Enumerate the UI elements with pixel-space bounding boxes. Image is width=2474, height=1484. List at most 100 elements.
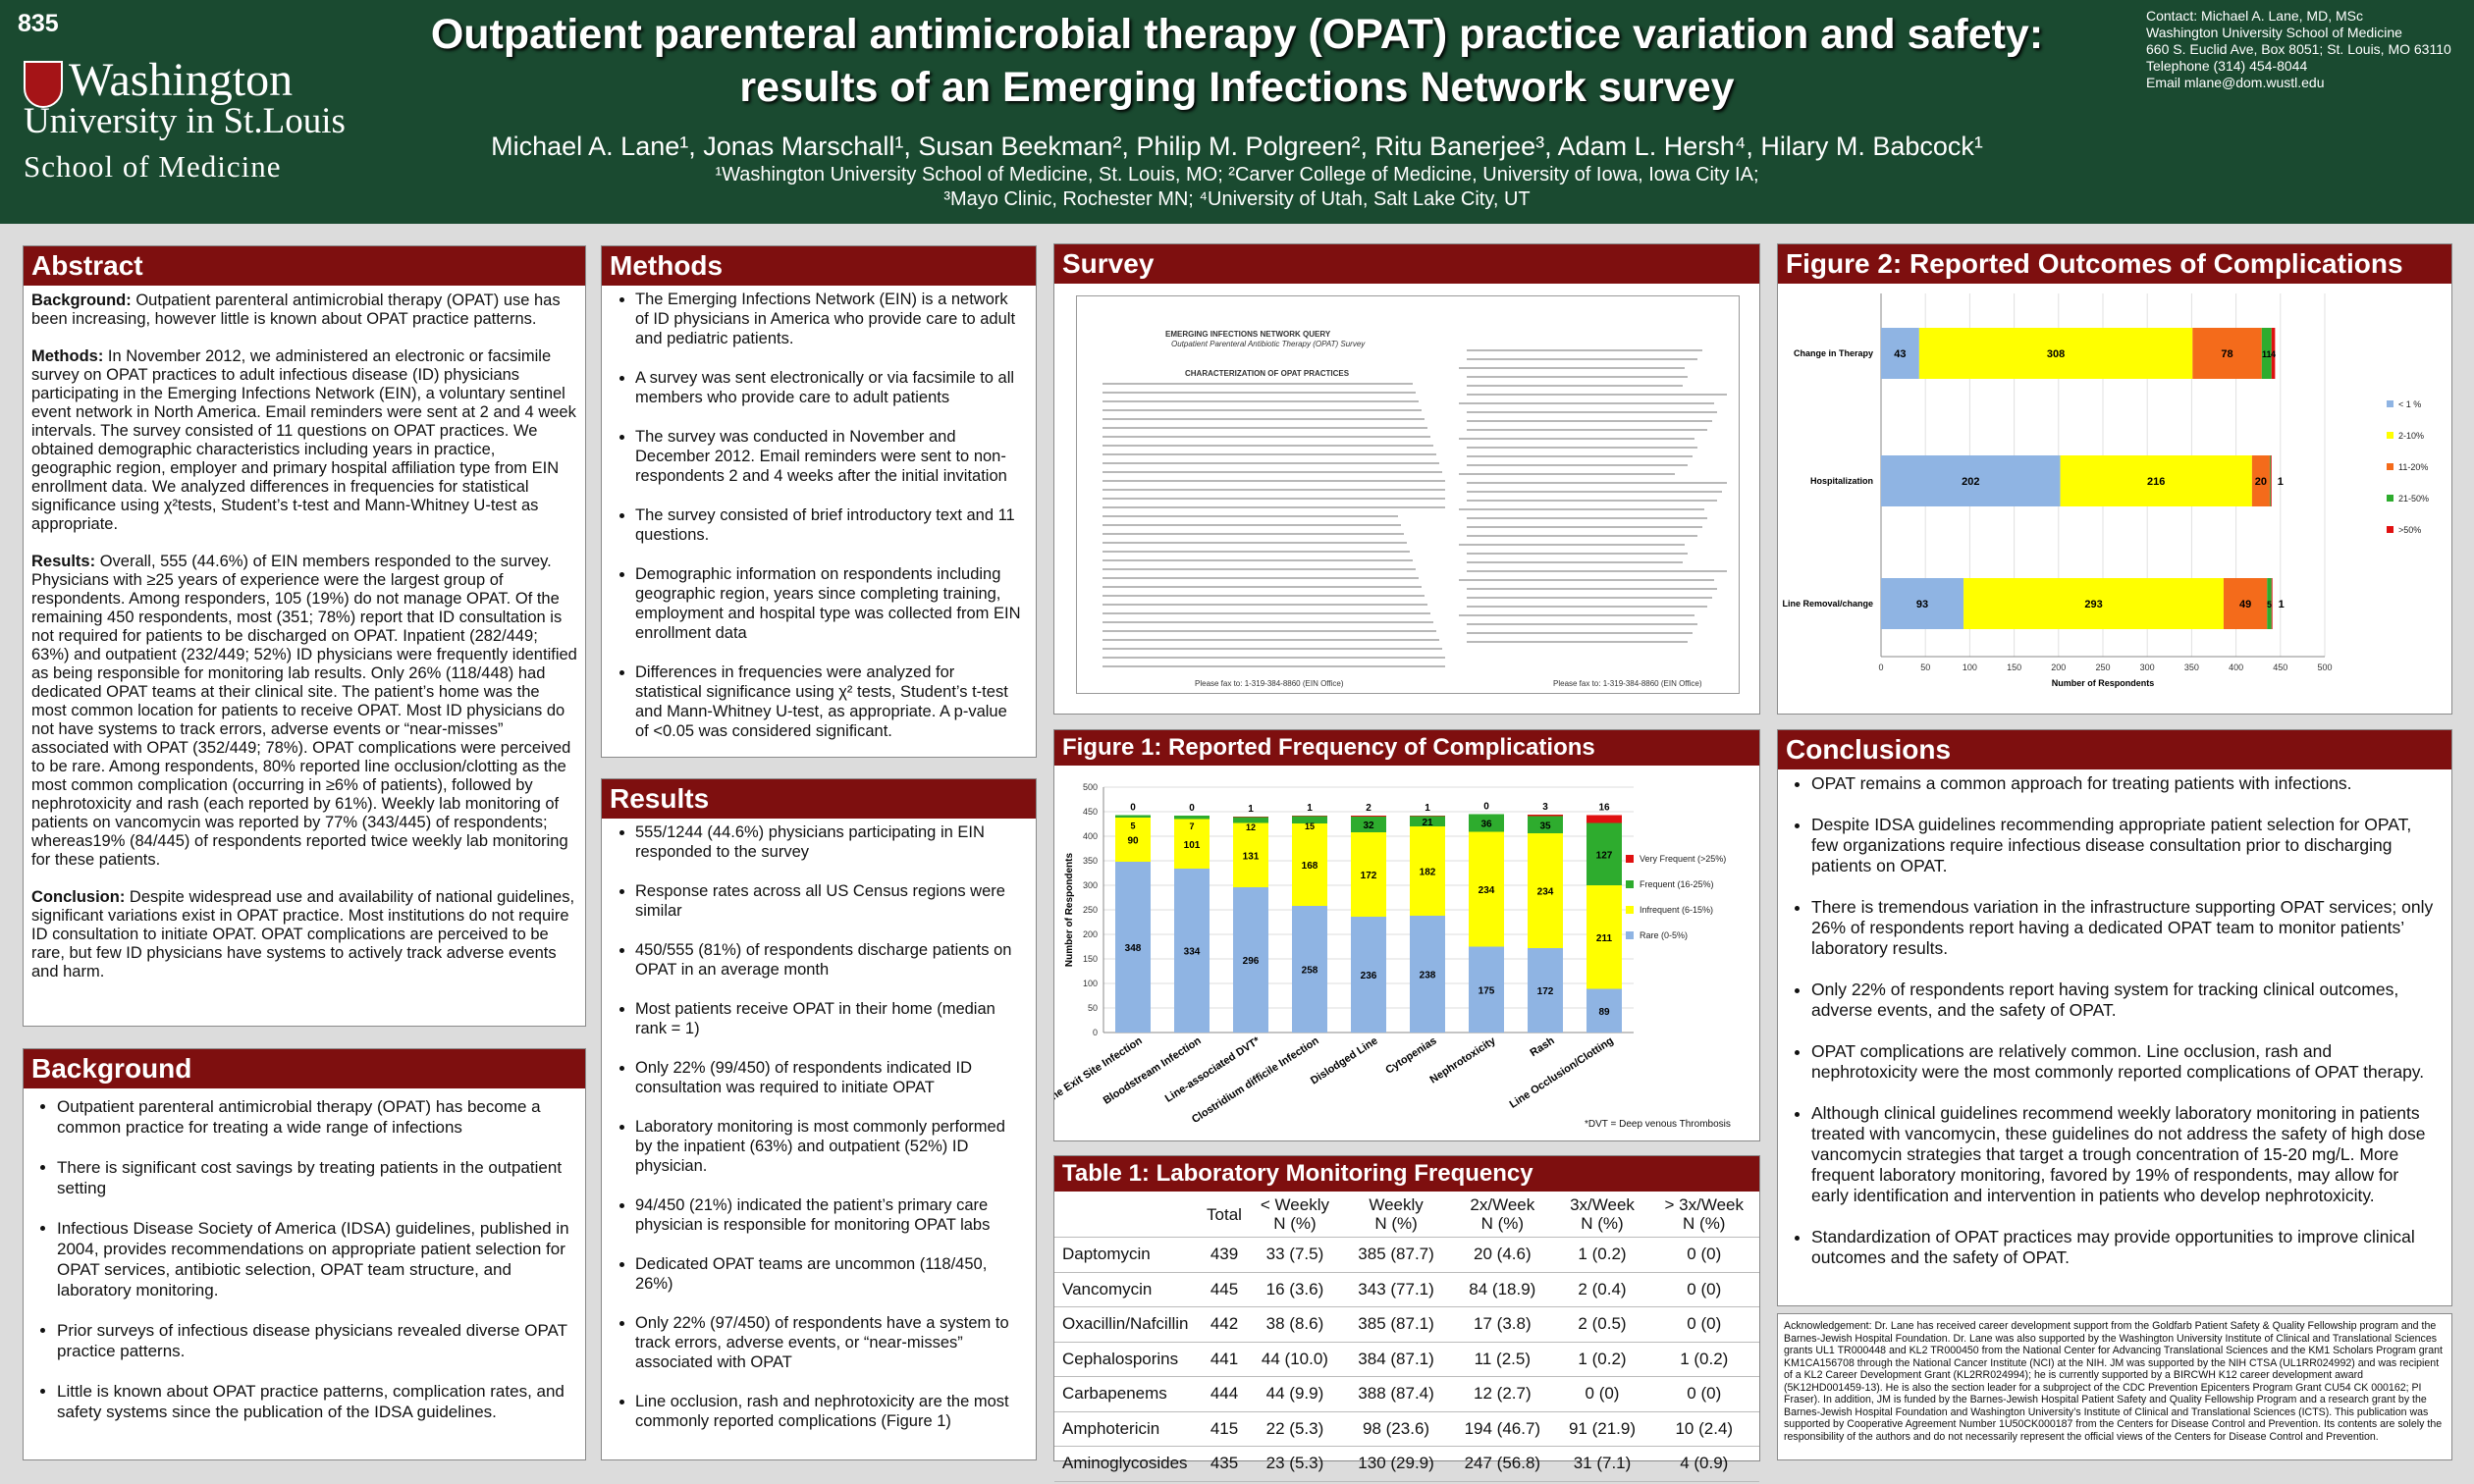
bar-segment [1410, 816, 1445, 817]
survey-line [1103, 533, 1404, 535]
x-tick-label: Bloodstream Infection [1102, 1034, 1204, 1106]
survey-line [1103, 595, 1425, 597]
bar-segment [1233, 817, 1268, 818]
survey-line [1459, 473, 1675, 475]
survey-heading: Survey [1054, 244, 1759, 284]
list-item: Only 22% (97/450) of respondents have a … [635, 1313, 1024, 1372]
table-cell: 11 (2.5) [1474, 1349, 1531, 1368]
survey-line [1467, 606, 1707, 608]
contact-line: Telephone (314) 454-8044 [2146, 58, 2308, 74]
bar-segment [1233, 887, 1268, 1033]
data-label: 20 [2255, 476, 2267, 488]
title-line-2: results of an Emerging Infections Networ… [739, 64, 1735, 111]
list-item: Line occlusion, rash and nephrotoxicity … [635, 1392, 1024, 1431]
column-header: > 3x/Week N (%) [1664, 1195, 1744, 1233]
data-label: 1 [1248, 804, 1254, 815]
list-item: Demographic information on respondents i… [635, 564, 1024, 643]
list-item: Prior surveys of infectious disease phys… [57, 1320, 573, 1361]
survey-footer: Please fax to: 1-319-384-8860 (EIN Offic… [1195, 679, 1344, 688]
bar-segment [1410, 916, 1445, 1033]
table-cell: 91 (21.9) [1568, 1418, 1637, 1438]
table-cell: 384 (87.1) [1358, 1349, 1434, 1368]
bar-segment [1115, 818, 1151, 862]
table-cell: 0 (0) [1585, 1384, 1620, 1404]
x-tick-label: 100 [1963, 662, 1977, 672]
list-item: OPAT remains a common approach for treat… [1811, 773, 2438, 794]
table-cell: 415 [1210, 1418, 1239, 1438]
survey-page-2: Please fax to: 1-319-384-8860 (EIN Offic… [1445, 295, 1740, 694]
x-tick-label: Line Occlusion/Clotting [1508, 1034, 1616, 1110]
affiliations: ¹Washington University School of Medicin… [324, 163, 2150, 212]
list-item: Infectious Disease Society of America (I… [57, 1218, 573, 1300]
x-tick-label: 50 [1920, 662, 1930, 672]
survey-line [1467, 464, 1688, 466]
poster-header: 835 Washington University in St.Louis Sc… [0, 0, 2474, 224]
survey-line [1467, 420, 1712, 422]
survey-line [1103, 445, 1433, 447]
poster-number: 835 [18, 10, 59, 37]
x-tick-label: 500 [2317, 662, 2332, 672]
survey-line [1467, 641, 1688, 643]
legend-label: Rare (0-5%) [1640, 930, 1688, 940]
contact-line: Contact: Michael A. Lane, MD, MSc [2146, 8, 2363, 24]
bar-segment [1881, 455, 2061, 506]
survey-line [1103, 665, 1448, 667]
list-item: The survey was conducted in November and… [635, 427, 1024, 486]
legend-label: >50% [2398, 525, 2421, 535]
survey-line [1103, 630, 1436, 632]
legend-swatch [1626, 906, 1634, 914]
list-item: Laboratory monitoring is most commonly p… [635, 1117, 1024, 1176]
y-tick-label: 50 [1088, 1003, 1098, 1013]
y-tick-label: 200 [1083, 929, 1098, 939]
survey-line [1103, 542, 1407, 544]
table1-heading: Table 1: Laboratory Monitoring Frequency [1054, 1156, 1759, 1192]
list-item: Dedicated OPAT teams are uncommon (118/4… [635, 1254, 1024, 1294]
bar-segment [1918, 328, 2193, 379]
y-axis-label: Number of Respondents [1064, 853, 1075, 968]
abstract-heading: Abstract [24, 246, 585, 286]
logo-line-1: Washington [69, 54, 294, 106]
column-header: Total [1207, 1204, 1242, 1224]
bar-segment [1881, 328, 1919, 379]
survey-line [1467, 385, 1683, 387]
abstract-methods: Methods: In November 2012, we administer… [31, 347, 576, 533]
list-item: Differences in frequencies were analyzed… [635, 662, 1024, 741]
bar-segment [2271, 578, 2273, 629]
bar-segment [1351, 816, 1386, 817]
bar-segment [1469, 946, 1504, 1033]
table-cell: 2 (0.4) [1578, 1279, 1627, 1298]
y-tick-label: Hospitalization [1810, 476, 1873, 486]
bar-segment [1292, 816, 1327, 823]
data-label: 1 [2279, 599, 2285, 610]
table1-panel: Table 1: Laboratory Monitoring Frequency… [1053, 1155, 1760, 1481]
table-cell: 0 (0) [1687, 1384, 1722, 1404]
list-item: There is significant cost savings by tre… [57, 1157, 573, 1198]
figure2-chart: 0 50 100 150 200 250 300 350 400 450 500 Number of … [1782, 293, 2429, 688]
data-label: 334 [1184, 947, 1201, 958]
figure2-heading: Figure 2: Reported Outcomes of Complicat… [1778, 244, 2451, 284]
legend-swatch [2387, 432, 2393, 439]
survey-line [1103, 427, 1427, 429]
table-cell: 44 (10.0) [1261, 1349, 1328, 1368]
list-item: Only 22% of respondents report having sy… [1811, 980, 2438, 1021]
table-cell: 444 [1210, 1384, 1239, 1404]
table-cell: 38 (8.6) [1265, 1314, 1324, 1334]
bar-segment [1351, 817, 1386, 832]
y-tick-label: 0 [1093, 1028, 1098, 1037]
x-axis-label: Number of Respondents [2052, 678, 2155, 688]
table-cell: 385 (87.7) [1358, 1245, 1434, 1264]
bar-segment [2223, 578, 2268, 629]
y-tick-label: 150 [1083, 954, 1098, 964]
bar-segment [1233, 822, 1268, 887]
survey-line [1103, 462, 1439, 464]
table-cell: 84 (18.9) [1469, 1279, 1536, 1298]
survey-page-title: EMERGING INFECTIONS NETWORK QUERY [1165, 330, 1331, 339]
methods-panel: Methods The Emerging Infections Network … [601, 245, 1037, 758]
bar-segment [1587, 822, 1622, 885]
table-cell: Amphotericin [1062, 1418, 1160, 1438]
list-item: Response rates across all US Census regi… [635, 881, 1024, 921]
data-label: 127 [1596, 850, 1613, 861]
data-label: 11 [2262, 349, 2272, 359]
data-label: 101 [1184, 840, 1201, 851]
bar-segment [1410, 826, 1445, 916]
